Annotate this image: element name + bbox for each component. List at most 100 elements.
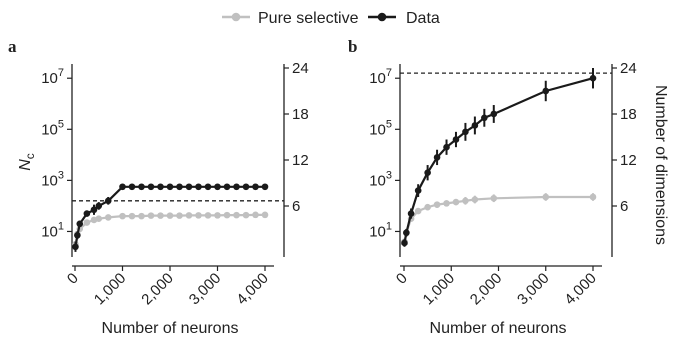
panel-b-rtick-label-2: 18 xyxy=(620,106,637,123)
panel-a-xtick-label-2: 2,000 xyxy=(138,270,177,309)
panel-b-xtick-label-0: 0 xyxy=(393,270,411,288)
panel-a-point-data-19 xyxy=(233,183,240,191)
panel-b-ytick-label-2: 105 xyxy=(369,118,392,138)
panel-b-point-data-6 xyxy=(443,143,450,151)
panel-a-point-data-20 xyxy=(242,183,250,191)
panel-b-point-pure-selective-6 xyxy=(443,200,450,207)
panel-b-point-data-8 xyxy=(462,128,469,136)
panel-a-point-data-13 xyxy=(176,183,183,191)
panel-b-rtick-label-0: 6 xyxy=(620,198,628,215)
panel-b-point-data-3 xyxy=(414,187,422,194)
panel-a-rtick-label-1: 12 xyxy=(292,152,309,169)
panel-a-point-data-5 xyxy=(95,202,103,210)
panel-b-point-data-10 xyxy=(481,114,488,122)
panel-a-point-data-15 xyxy=(195,183,202,191)
panel-a-point-data-12 xyxy=(166,183,174,191)
panel-b-point-data-13 xyxy=(589,74,597,82)
panel-a-point-data-16 xyxy=(204,183,212,191)
panel-a-xtick-label-4: 4,000 xyxy=(233,270,272,309)
panel-b-point-data-4 xyxy=(424,169,431,177)
panel-a-point-pure-selective-18 xyxy=(223,211,231,219)
panel-a-point-data-11 xyxy=(157,183,164,191)
panel-a-rtick-label-0: 6 xyxy=(292,198,300,215)
panel-b-point-pure-selective-7 xyxy=(452,198,460,206)
panel-a-point-data-17 xyxy=(214,183,221,191)
panel-b-xtick-label-4: 4,000 xyxy=(561,270,600,309)
panel-a-point-data-0 xyxy=(72,243,79,251)
legend-label-data: Data xyxy=(406,10,440,27)
panel-a-ytick-label-0: 101 xyxy=(41,220,64,240)
panel-b-point-pure-selective-5 xyxy=(433,201,441,208)
panel-b-ytick-label-1: 103 xyxy=(369,169,392,189)
panel-b-point-data-5 xyxy=(433,154,441,161)
panel-b: b 101 103 105 107 6 12 18 24 0 1,000 2,000 3,000 4,00… xyxy=(348,37,669,337)
panel-b-point-pure-selective-3 xyxy=(414,207,422,215)
panel-a-point-pure-selective-6 xyxy=(104,214,112,221)
panel-b-point-data-9 xyxy=(471,122,479,129)
legend-marker-pure-selective-dot xyxy=(231,12,241,22)
panel-a-point-pure-selective-10 xyxy=(147,212,155,219)
panel-a-point-pure-selective-14 xyxy=(185,212,193,219)
panel-b-point-data-7 xyxy=(452,136,460,143)
panel-a-series-line-pure-selective xyxy=(74,213,265,245)
panel-a-point-data-9 xyxy=(138,183,145,191)
panel-b-point-data-1 xyxy=(403,229,410,237)
panel-b-xtick-label-3: 3,000 xyxy=(514,270,553,309)
panel-a-xlabel: Number of neurons xyxy=(102,320,239,336)
panel-a-ylabel: Nc xyxy=(17,153,37,171)
panel-a-point-data-14 xyxy=(185,183,193,191)
panel-a-point-pure-selective-16 xyxy=(204,212,212,219)
panel-a-point-pure-selective-9 xyxy=(138,212,145,220)
panel-b-xtick-label-1: 1,000 xyxy=(420,270,459,309)
panel-b-ytick-label-3: 107 xyxy=(369,67,392,87)
panel-b-point-data-0 xyxy=(401,239,408,247)
panel-a-point-pure-selective-5 xyxy=(95,215,103,222)
panel-a-point-pure-selective-12 xyxy=(166,212,174,219)
panel-b-rtick-label-3: 24 xyxy=(620,60,637,77)
panel-a-point-data-21 xyxy=(252,183,259,191)
panel-b-letter: b xyxy=(348,37,357,56)
panel-a-ytick-label-1: 103 xyxy=(41,169,64,189)
panel-a-xtick-label-0: 0 xyxy=(64,270,82,288)
panel-a-point-pure-selective-13 xyxy=(176,212,183,219)
panel-a-point-pure-selective-21 xyxy=(252,211,259,219)
panel-a-point-data-10 xyxy=(147,183,155,191)
panel-a-point-pure-selective-8 xyxy=(128,212,136,220)
panel-a: a 101 103 105 107 6 12 18 24 0 1,000 2,000 3,000 4,00… xyxy=(8,37,309,337)
panel-b-ytick-label-0: 101 xyxy=(369,220,392,240)
panel-b-xlabel: Number of neurons xyxy=(430,320,567,336)
panel-a-point-data-4 xyxy=(90,206,98,214)
panel-a-point-data-22 xyxy=(261,183,269,191)
panel-b-ylabel-right: Number of dimensions xyxy=(652,85,669,245)
panel-a-point-data-6 xyxy=(104,197,112,205)
panel-b-point-pure-selective-10 xyxy=(490,194,498,202)
panel-b-xtick-label-2: 2,000 xyxy=(467,270,506,309)
panel-a-point-pure-selective-19 xyxy=(233,211,240,219)
panel-a-point-pure-selective-7 xyxy=(119,212,126,220)
panel-a-rtick-label-3: 24 xyxy=(292,60,309,77)
panel-a-point-data-3 xyxy=(83,210,91,217)
panel-a-point-data-18 xyxy=(223,183,231,191)
panel-b-point-pure-selective-8 xyxy=(462,197,469,205)
panel-a-ytick-label-3: 107 xyxy=(41,67,64,87)
panel-b-point-data-12 xyxy=(542,87,550,95)
panel-b-point-pure-selective-11 xyxy=(542,193,550,201)
panel-a-point-pure-selective-17 xyxy=(214,212,221,219)
panel-a-point-data-2 xyxy=(76,220,84,228)
panel-a-point-pure-selective-20 xyxy=(242,211,250,219)
panel-a-point-pure-selective-22 xyxy=(261,211,269,219)
panel-b-point-pure-selective-9 xyxy=(471,196,479,203)
panel-b-point-data-11 xyxy=(490,110,498,118)
panel-a-rtick-label-2: 18 xyxy=(292,106,309,123)
panel-b-series-line-pure-selective xyxy=(403,195,593,242)
panel-b-point-pure-selective-4 xyxy=(424,203,431,211)
legend: Pure selective Data xyxy=(222,10,440,27)
panel-a-point-data-7 xyxy=(119,183,126,191)
panel-b-point-data-2 xyxy=(407,210,415,217)
panel-a-ytick-label-2: 105 xyxy=(41,118,64,138)
panel-b-point-pure-selective-12 xyxy=(589,193,597,201)
panel-a-point-pure-selective-11 xyxy=(157,212,164,219)
panel-a-letter: a xyxy=(8,37,17,56)
